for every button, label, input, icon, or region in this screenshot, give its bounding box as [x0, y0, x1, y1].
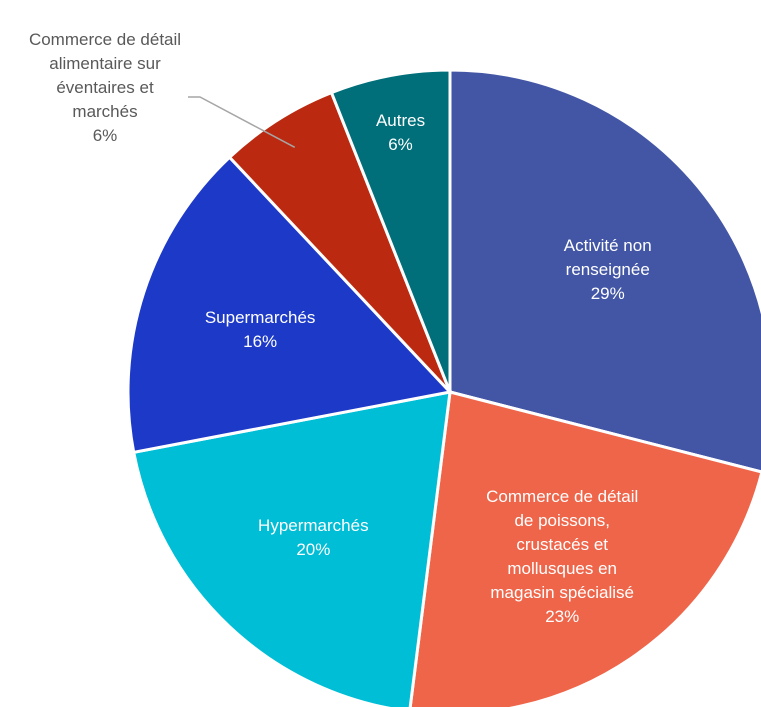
data-label: Activité non renseignée 29%: [533, 234, 683, 306]
data-label: Autres 6%: [326, 109, 476, 157]
data-label: Hypermarchés 20%: [238, 514, 388, 562]
pie-slice: [329, 68, 452, 393]
category-label: Hypermarchés: [258, 515, 369, 535]
data-label: Commerce de détail de poissons, crustacé…: [480, 485, 645, 629]
value-label: 29%: [590, 283, 625, 303]
pie-slice: [408, 390, 761, 707]
category-label: Commerce de détail de poissons, crustacé…: [486, 487, 639, 603]
category-label: Supermarchés: [204, 308, 316, 328]
data-label: Commerce de détail alimentaire sur évent…: [28, 28, 183, 148]
category-label: Commerce de détail alimentaire sur évent…: [28, 30, 182, 121]
pie-slice: [448, 68, 761, 474]
pie-slice: [126, 155, 453, 455]
value-label: 6%: [92, 126, 118, 145]
category-label: Activité non renseignée: [563, 235, 652, 279]
category-label: Autres: [375, 110, 426, 130]
pie-slice: [227, 90, 452, 394]
value-label: 23%: [545, 607, 580, 627]
leader-line: [188, 96, 296, 148]
value-label: 6%: [388, 134, 413, 154]
data-label: Supermarchés 16%: [185, 306, 335, 354]
value-label: 20%: [296, 539, 331, 559]
value-label: 16%: [243, 332, 278, 352]
pie-slice: [131, 390, 452, 707]
